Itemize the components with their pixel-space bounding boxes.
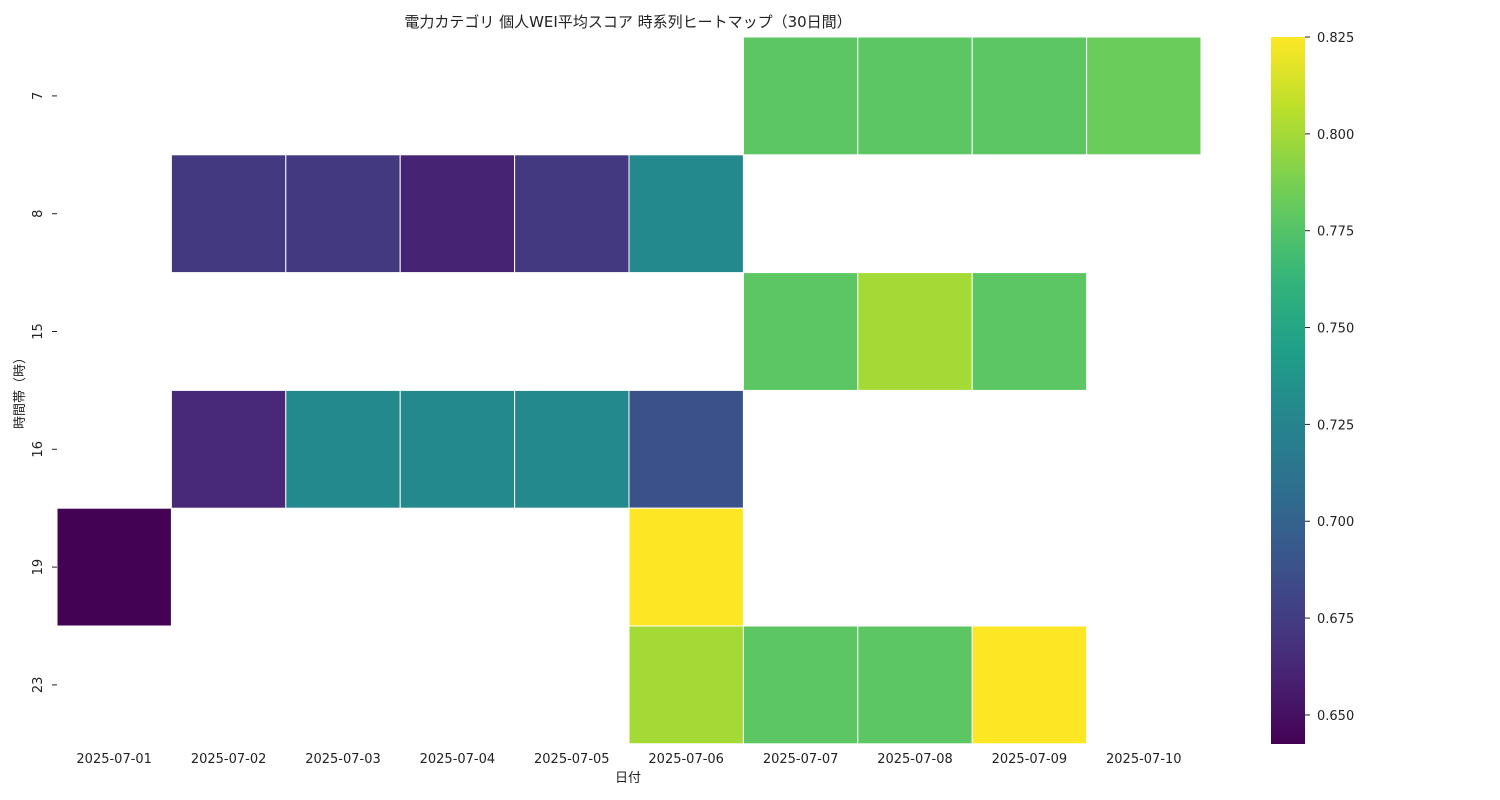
y-tick-label: 19: [31, 559, 46, 576]
heatmap-cell: [628, 625, 744, 745]
heatmap-cell: [628, 389, 744, 509]
heatmap-cell: [514, 154, 630, 274]
heatmap-cell: [285, 154, 401, 274]
heatmap-cell: [857, 625, 973, 745]
y-tick-label: 7: [31, 92, 46, 100]
heatmap-cell: [628, 154, 744, 274]
heatmap-cells: [56, 36, 1202, 745]
heatmap-cell: [1086, 36, 1202, 156]
x-tick-label: 2025-07-08: [877, 752, 953, 767]
y-tick-label: 8: [31, 210, 46, 218]
x-axis-label: 日付: [615, 771, 641, 786]
heatmap-cell: [170, 154, 287, 274]
colorbar: [1271, 37, 1305, 744]
heatmap-cell: [742, 272, 859, 391]
x-tick-label: 2025-07-03: [305, 752, 381, 767]
y-tick-label: 16: [31, 441, 46, 458]
colorbar-tick-label: 0.725: [1317, 418, 1354, 433]
heatmap-cell: [285, 389, 401, 509]
y-axis-label: 時間帯（時）: [13, 351, 28, 429]
heatmap-cell: [56, 507, 172, 627]
heatmap-cell: [971, 36, 1088, 156]
heatmap-cell: [399, 389, 516, 509]
x-tick-label: 2025-07-07: [763, 752, 839, 767]
heatmap-cell: [399, 154, 516, 274]
x-tick-label: 2025-07-02: [191, 752, 267, 767]
y-axis-ticks: 7 8 15 16 19 23: [31, 92, 57, 693]
chart-title: 電力カテゴリ 個人WEI平均スコア 時系列ヒートマップ（30日間）: [404, 13, 851, 31]
heatmap-cell: [514, 389, 630, 509]
heatmap-cell: [971, 272, 1088, 391]
colorbar-tick-label: 0.750: [1317, 322, 1354, 337]
colorbar-tick-label: 0.800: [1317, 128, 1354, 143]
heatmap-cell: [742, 36, 859, 156]
colorbar-tick-label: 0.825: [1317, 31, 1354, 46]
x-tick-label: 2025-07-04: [420, 752, 496, 767]
colorbar-tick-label: 0.700: [1317, 515, 1354, 530]
y-tick-label: 15: [31, 323, 46, 340]
heatmap-cell: [628, 507, 744, 627]
x-axis-ticks: 2025-07-01 2025-07-02 2025-07-03 2025-07-04…: [76, 752, 1181, 767]
x-tick-label: 2025-07-05: [534, 752, 610, 767]
heatmap-cell: [971, 625, 1088, 745]
heatmap-cell: [857, 272, 973, 391]
colorbar-tick-label: 0.675: [1317, 612, 1354, 627]
x-tick-label: 2025-07-10: [1106, 752, 1182, 767]
x-tick-label: 2025-07-09: [992, 752, 1068, 767]
y-tick-label: 23: [31, 677, 46, 694]
heatmap-cell: [170, 389, 287, 509]
heatmap-cell: [857, 36, 973, 156]
colorbar-tick-label: 0.650: [1317, 709, 1354, 724]
colorbar-tick-label: 0.775: [1317, 225, 1354, 240]
colorbar-ticks: 0.650 0.675 0.700 0.725 0.750 0.775 0.800 0.825: [1305, 31, 1354, 724]
x-tick-label: 2025-07-01: [76, 752, 152, 767]
x-tick-label: 2025-07-06: [648, 752, 724, 767]
heatmap-cell: [742, 625, 859, 745]
